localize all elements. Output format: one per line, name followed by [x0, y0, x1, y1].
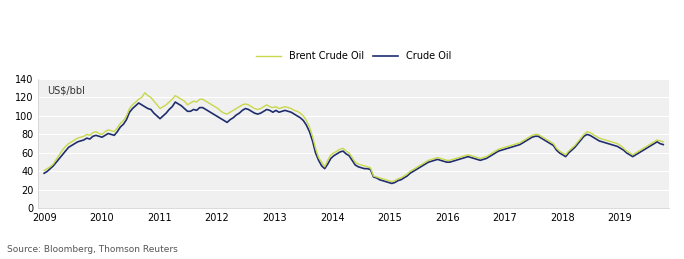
Crude Oil — [144, 107, 152, 110]
Crude Oil — [40, 172, 49, 175]
Brent Crude Oil — [503, 145, 512, 148]
Brent Crude Oil — [354, 162, 363, 166]
Crude Oil — [367, 168, 375, 171]
Brent Crude Oil — [208, 103, 216, 106]
Brent Crude Oil — [388, 180, 396, 183]
Brent Crude Oil — [107, 129, 116, 132]
Crude Oil — [354, 165, 363, 168]
Crude Oil — [107, 133, 116, 136]
Crude Oil — [208, 112, 216, 115]
Brent Crude Oil — [659, 140, 668, 143]
Text: US$/bbl: US$/bbl — [47, 85, 85, 95]
Crude Oil — [503, 147, 512, 150]
Text: Source: Bloomberg, Thomson Reuters: Source: Bloomberg, Thomson Reuters — [7, 245, 178, 254]
Brent Crude Oil — [147, 96, 155, 99]
Line: Brent Crude Oil: Brent Crude Oil — [44, 93, 663, 182]
Legend: Brent Crude Oil, Crude Oil: Brent Crude Oil, Crude Oil — [252, 48, 455, 65]
Crude Oil — [388, 182, 396, 185]
Crude Oil — [659, 143, 668, 146]
Crude Oil — [171, 100, 179, 104]
Line: Crude Oil: Crude Oil — [44, 102, 663, 183]
Brent Crude Oil — [367, 166, 375, 169]
Brent Crude Oil — [40, 169, 49, 172]
Brent Crude Oil — [141, 91, 149, 94]
